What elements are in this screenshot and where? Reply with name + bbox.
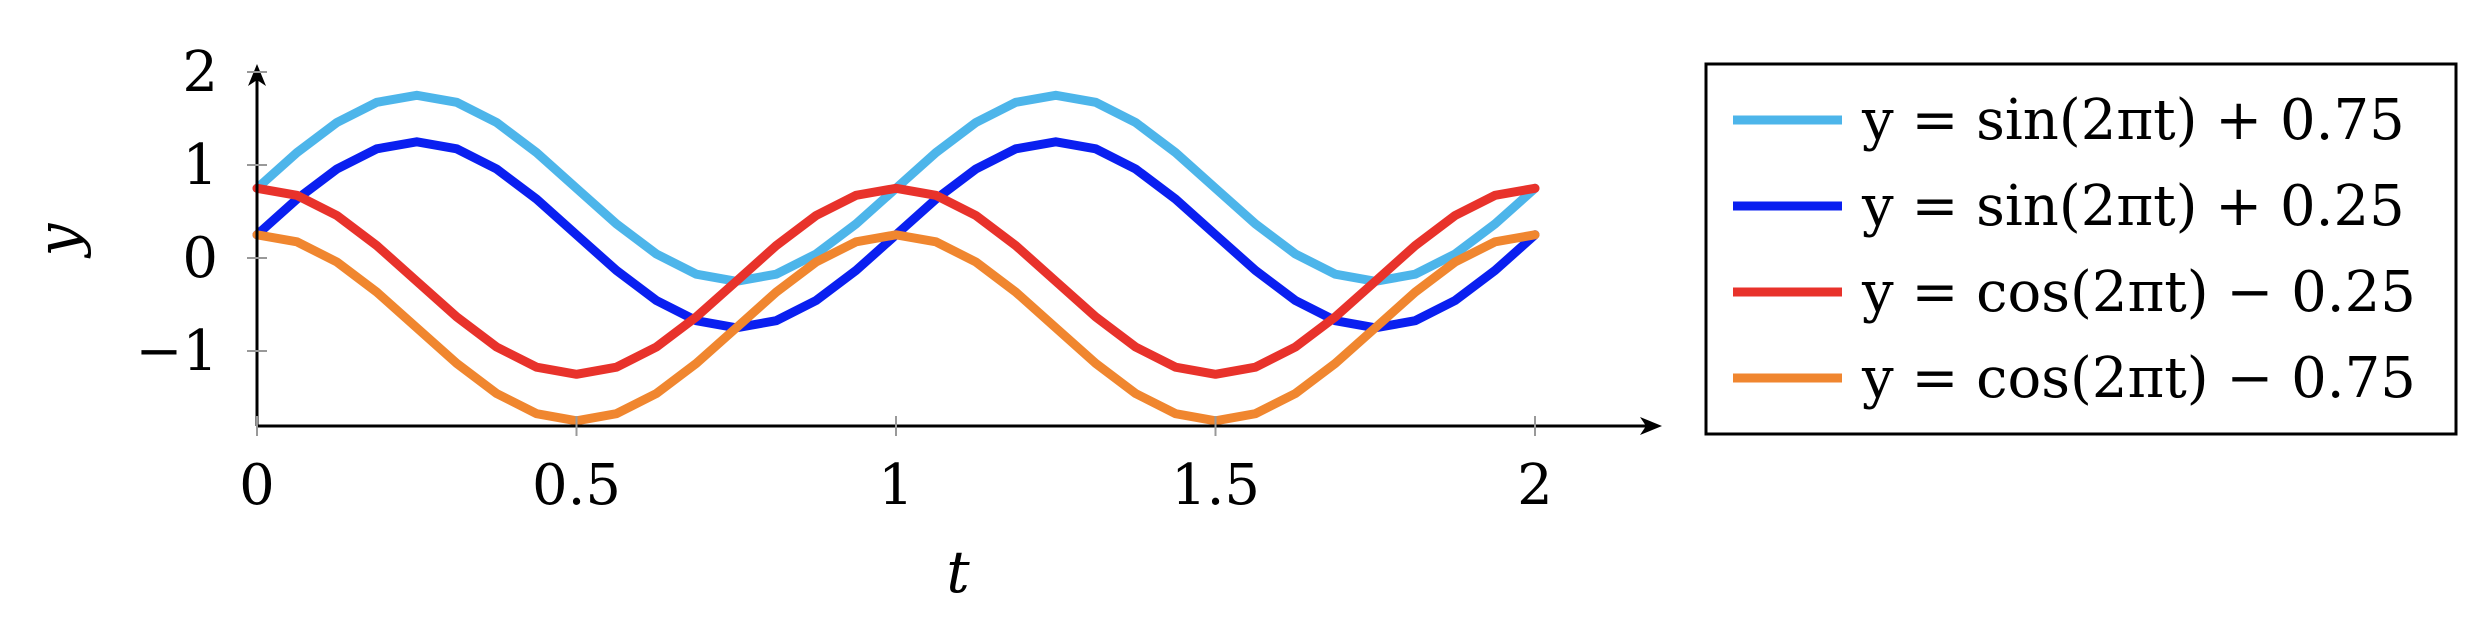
x-tick-label: 1 — [878, 453, 914, 518]
series-line-4 — [252, 230, 1540, 426]
plot-lines — [252, 90, 1540, 426]
x-tick-label: 0 — [239, 453, 275, 518]
x-axis-arrowhead — [1640, 417, 1662, 435]
x-axis-label: t — [946, 538, 970, 606]
legend-label-3: y = cos(2πt) − 0.25 — [1861, 260, 2416, 325]
legend-frame — [1704, 62, 2458, 436]
y-tick-label: 0 — [182, 226, 218, 291]
y-axis-arrowhead — [248, 64, 266, 86]
x-tick-label: 0.5 — [532, 453, 621, 518]
legend: y = sin(2πt) + 0.75 y = sin(2πt) + 0.25 y … — [1704, 62, 2458, 436]
y-tick-label: 1 — [182, 133, 218, 198]
y-tick-label: −1 — [135, 319, 218, 384]
axes — [248, 64, 1662, 435]
legend-label-4: y = cos(2πt) − 0.75 — [1861, 346, 2416, 411]
y-tick-label: 2 — [182, 40, 218, 105]
legend-label-2: y = sin(2πt) + 0.25 — [1861, 174, 2405, 239]
ticks: 0 0.5 1 1.5 2 −1 0 1 2 — [135, 40, 1552, 518]
x-tick-label: 1.5 — [1171, 453, 1260, 518]
legend-label-1: y = sin(2πt) + 0.75 — [1861, 88, 2405, 153]
y-axis-label: y — [24, 222, 92, 259]
x-tick-label: 2 — [1517, 453, 1553, 518]
series-line-3 — [252, 183, 1540, 379]
